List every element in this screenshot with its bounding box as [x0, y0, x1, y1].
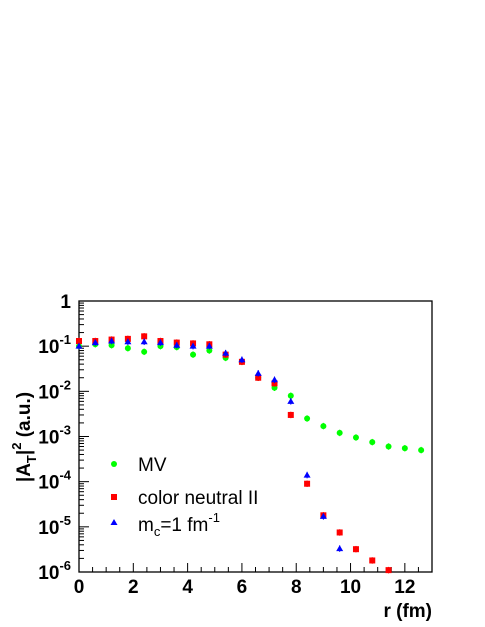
- point-mc: [319, 512, 327, 519]
- point-mc: [238, 356, 246, 363]
- x-tick-label: 4: [182, 577, 193, 598]
- point-mv: [304, 415, 311, 422]
- point-mc: [75, 342, 83, 349]
- point-mc: [222, 349, 230, 356]
- point-color-neutral: [271, 380, 278, 387]
- legend-label-color-neutral: color neutral II: [138, 488, 258, 509]
- point-mv: [385, 443, 392, 450]
- x-tick-labels: 0 2 4 6 8 10 12: [74, 577, 416, 598]
- x-tick-label: 6: [237, 577, 248, 598]
- point-color-neutral: [304, 480, 311, 487]
- legend-marker-mc: [110, 519, 118, 525]
- point-color-neutral: [352, 546, 359, 553]
- point-mc: [91, 339, 99, 346]
- point-mv: [369, 439, 376, 446]
- point-color-neutral: [287, 411, 294, 418]
- point-color-neutral: [369, 557, 376, 564]
- x-tick-label: 0: [74, 577, 85, 598]
- point-mc: [336, 545, 344, 552]
- point-color-neutral: [385, 567, 392, 574]
- y-tick-label: 10-6: [38, 558, 71, 584]
- point-mc: [173, 341, 181, 348]
- point-mv: [352, 434, 359, 441]
- x-tick-label: 8: [291, 577, 302, 598]
- point-mc: [271, 376, 279, 383]
- y-axis-title-sub: T: [24, 455, 39, 463]
- point-mc: [205, 342, 213, 349]
- y-tick-label: 10-5: [38, 513, 71, 539]
- point-mv: [141, 348, 148, 355]
- legend: MV color neutral II mc=1 fm-1: [110, 455, 258, 539]
- point-mc: [140, 338, 148, 345]
- series-2: [75, 337, 344, 552]
- y-axis-title-unit: (a.u.): [14, 392, 35, 443]
- point-color-neutral: [141, 333, 148, 340]
- series-0: [76, 341, 425, 454]
- y-axis-title-base: |A: [14, 463, 35, 482]
- point-mv: [206, 347, 213, 354]
- point-mc: [108, 337, 116, 344]
- point-mv: [190, 351, 197, 358]
- y-tick-label: 10-4: [38, 468, 71, 494]
- point-mc: [156, 339, 164, 346]
- y-tick-label: 1: [60, 292, 71, 313]
- plot-frame: [78, 300, 433, 573]
- x-axis-title: r (fm): [383, 601, 432, 622]
- y-tick-labels: 1 10-1 10-2 10-3 10-4 10-5 10-6: [38, 292, 71, 584]
- x-tick-label: 2: [128, 577, 139, 598]
- point-mc: [254, 369, 262, 376]
- point-mv: [320, 423, 327, 430]
- legend-label-mc: mc=1 fm-1: [138, 510, 220, 539]
- legend-label-mc-mid: =1 fm: [160, 515, 208, 536]
- point-mv: [401, 445, 408, 452]
- x-tick-label: 12: [394, 577, 415, 598]
- point-mc: [303, 471, 311, 478]
- legend-label-mc-sub: c: [154, 524, 161, 539]
- point-mc: [287, 397, 295, 404]
- legend-label-mc-sup: -1: [208, 510, 220, 525]
- point-mv: [336, 429, 343, 436]
- point-mv: [287, 392, 294, 399]
- point-mv: [124, 345, 131, 352]
- y-axis-title-tail: |: [14, 450, 35, 455]
- y-axis-title-sup: 2: [9, 443, 24, 450]
- point-color-neutral: [76, 338, 82, 345]
- y-tick-label: 10-2: [38, 377, 71, 403]
- y-tick-label: 10-3: [38, 423, 71, 449]
- legend-marker-color-neutral: [111, 494, 117, 500]
- legend-label-mc-base: m: [138, 515, 154, 536]
- point-color-neutral: [336, 529, 343, 536]
- x-tick-label: 10: [340, 577, 361, 598]
- point-color-neutral: [255, 374, 262, 381]
- point-mc: [189, 342, 197, 349]
- point-mv: [108, 342, 115, 349]
- legend-marker-mv: [111, 461, 117, 467]
- series-1: [76, 333, 392, 574]
- data-points: [75, 333, 425, 574]
- y-axis-title: |AT|2 (a.u.): [9, 392, 39, 482]
- y-tick-label: 10-1: [38, 332, 71, 358]
- point-mc: [124, 338, 132, 345]
- legend-label-mv: MV: [138, 455, 167, 476]
- point-mv: [418, 447, 425, 454]
- axis-ticks: [78, 300, 433, 573]
